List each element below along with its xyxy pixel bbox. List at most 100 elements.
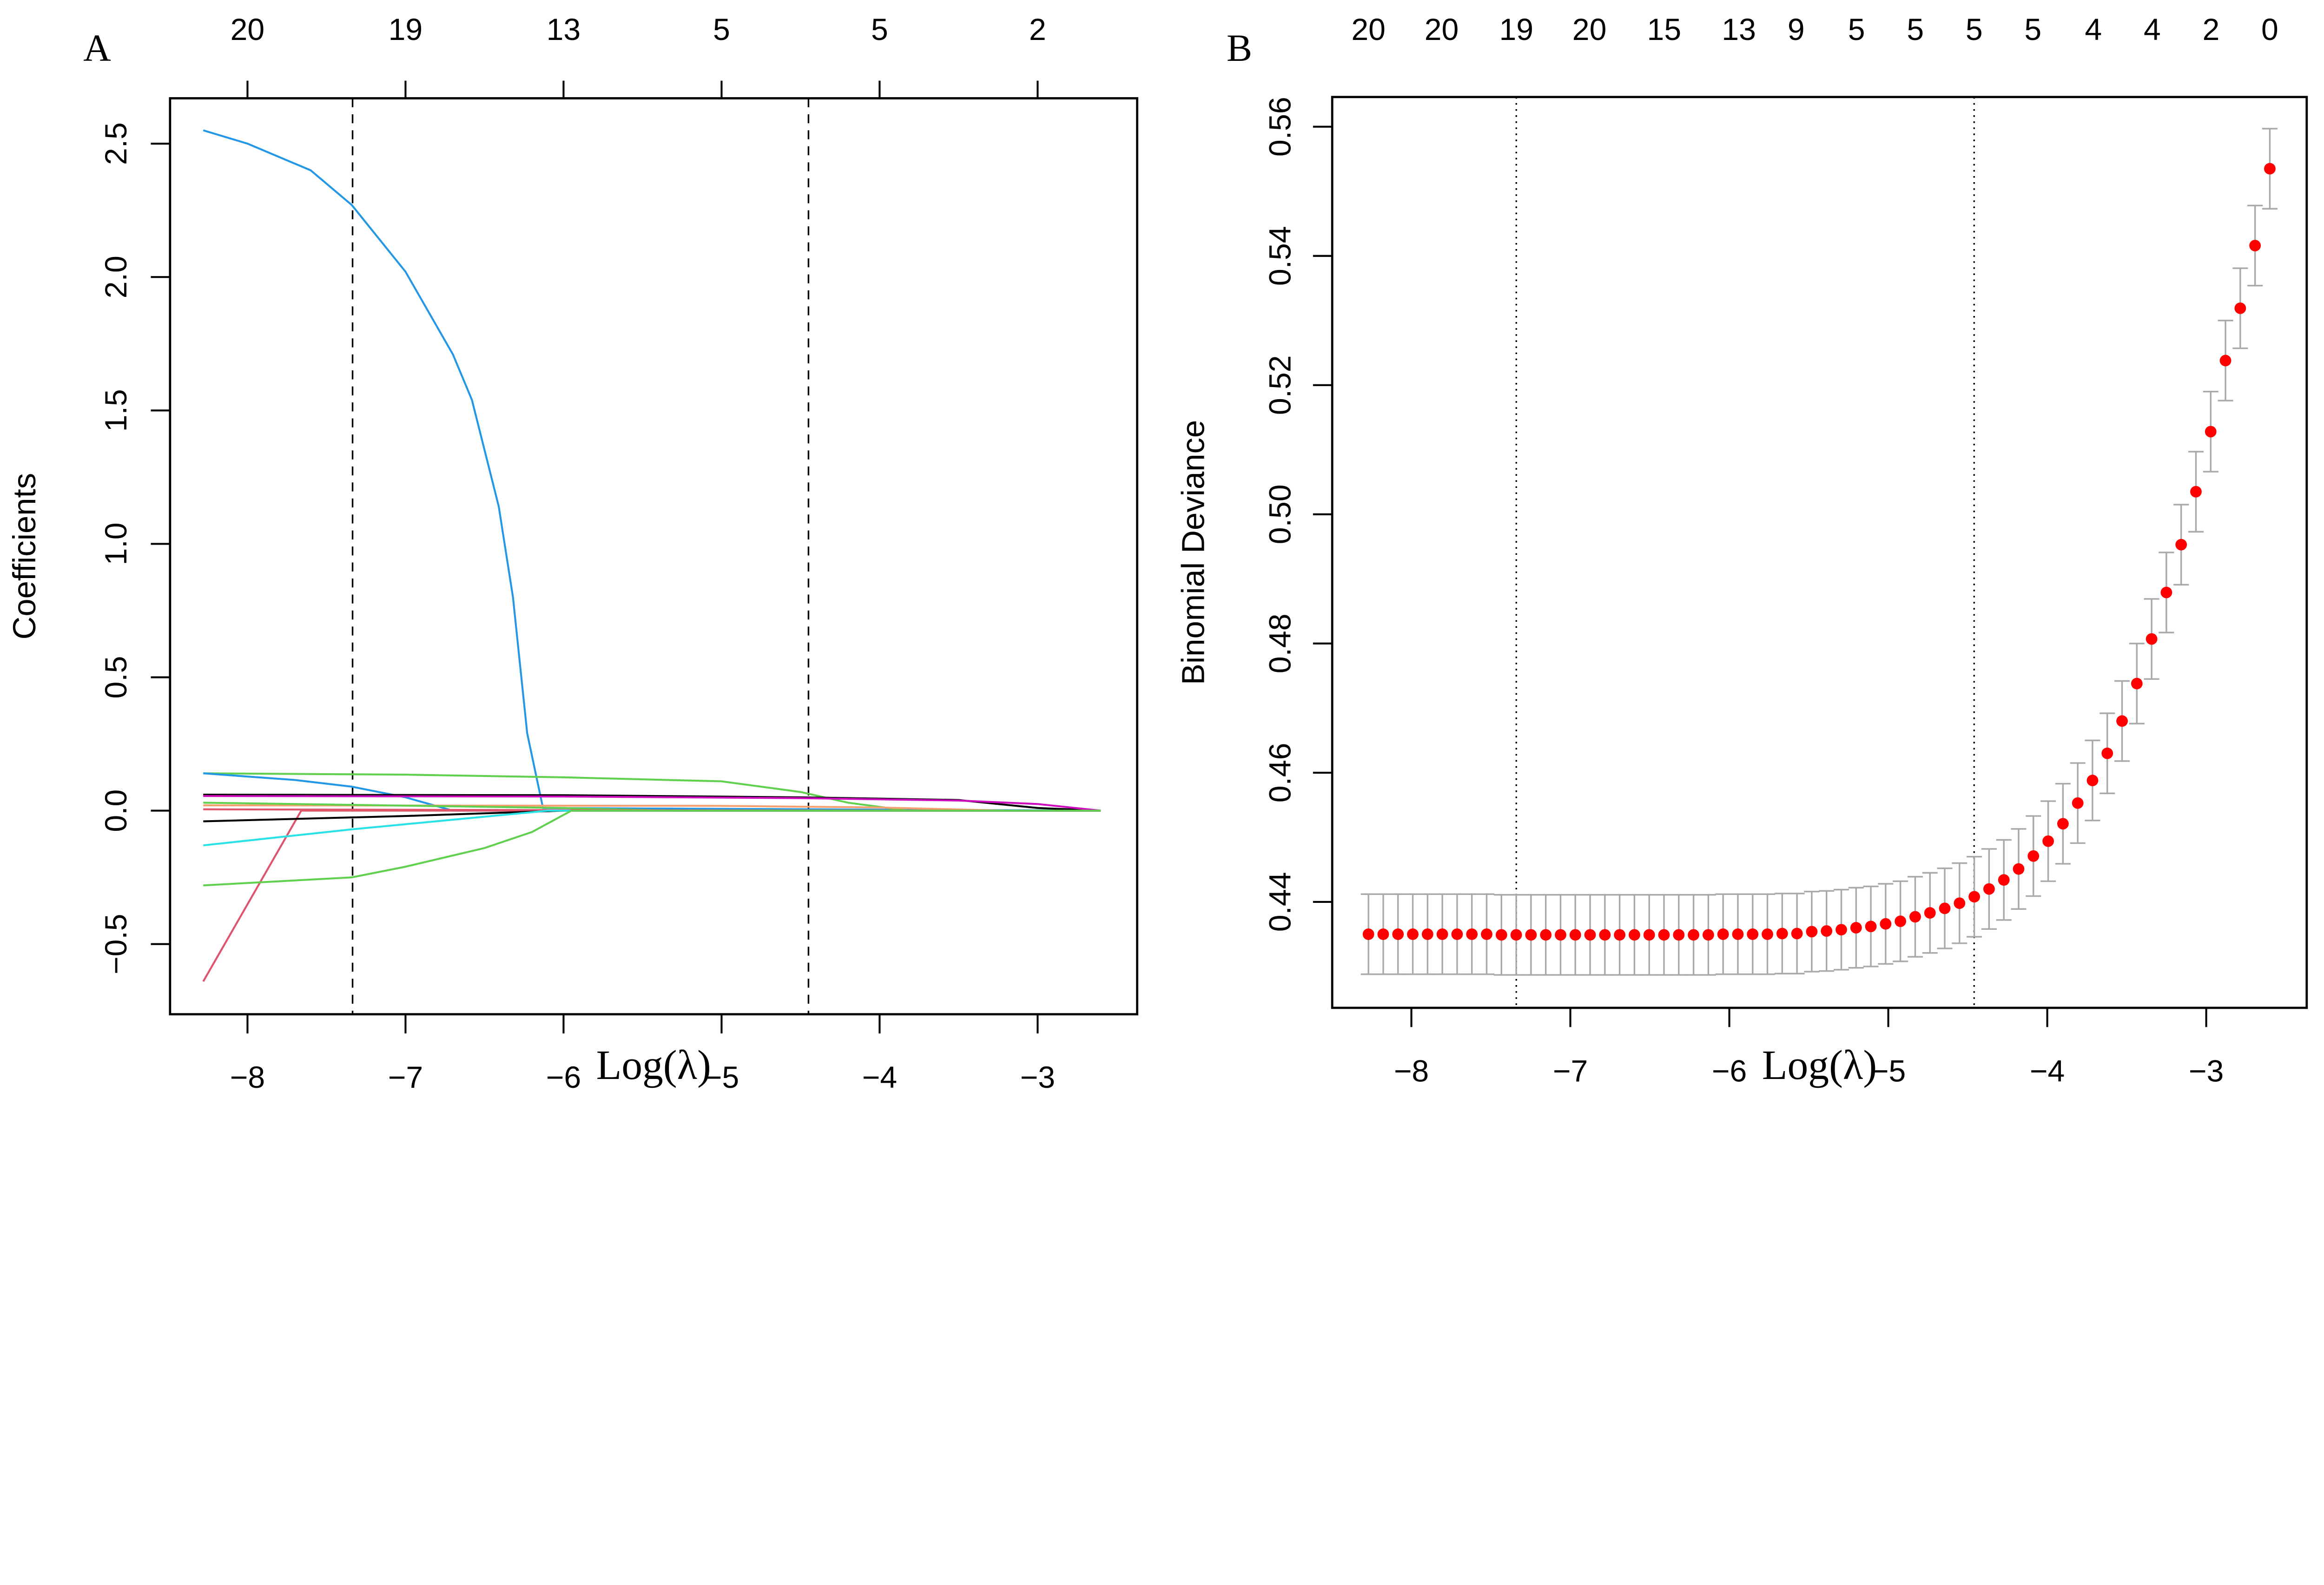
x-tick-label: −5 [704,1060,739,1092]
deviance-point [1717,928,1729,940]
deviance-point [1673,929,1685,941]
nonzero-count-label: 20 [1351,13,1386,47]
panel-A: A −8 −7 −6 −5 −4 −3 20 19 13 5 5 2 −0.5 0.0 0.5 1.0 1.5 2.… [7,13,1139,1092]
y-tick-label: 2.5 [99,122,133,165]
plot-frame [169,97,1139,1016]
deviance-point [1732,928,1744,940]
coefficient-path [203,795,1101,812]
deviance-point [2086,775,2099,786]
coefficient-path [202,809,1101,982]
nonzero-count-label: 13 [1722,13,1756,47]
deviance-point [2234,302,2246,314]
x-tick-label: −4 [862,1060,897,1092]
deviance-point [1377,928,1389,940]
nonzero-count-label: 19 [389,13,423,47]
lasso-figure: A−8 −7 −6 −5 −4 −320 19 13 5 5 2−0.50.00.51.01.52.… [7,13,2308,1092]
deviance-point [2264,163,2276,175]
deviance-point [1555,929,1566,941]
deviance-point [1569,929,1581,941]
nonzero-count-label: 19 [1499,13,1533,47]
nonzero-count-label: 2 [1029,13,1046,47]
x-tick-label: −8 [230,1060,265,1092]
deviance-point [1584,929,1596,941]
deviance-point [1392,928,1404,940]
deviance-point [1688,929,1699,941]
nonzero-count-label: 13 [547,13,581,47]
deviance-point [2042,835,2054,847]
nonzero-count-label: 20 [1572,13,1607,47]
deviance-point [2131,677,2143,690]
deviance-point [1643,929,1655,941]
deviance-point [1983,883,1995,895]
nonzero-count-label: 5 [1966,13,1983,47]
deviance-point [1776,927,1788,940]
x-tick-label: −8 [1394,1054,1429,1088]
deviance-point [1791,927,1803,940]
deviance-point [1909,911,1921,923]
deviance-point [2027,850,2040,862]
deviance-point [1806,926,1818,938]
coefficient-path [203,809,1101,822]
deviance-point [2160,586,2172,598]
nonzero-count-label: 5 [871,13,888,47]
deviance-point [1362,928,1374,940]
deviance-point [1880,918,1892,930]
deviance-point [1481,928,1492,940]
panel-letter: A [83,26,111,69]
nonzero-count-label: 20 [231,13,265,47]
deviance-point [1835,924,1847,936]
x-tick-label: −4 [2030,1054,2065,1088]
deviance-point [1895,915,1907,927]
deviance-point [1407,928,1419,940]
plot-frame [1331,96,2308,1009]
x-tick-label: −5 [1871,1054,1906,1088]
nonzero-count-label: 0 [2261,13,2278,47]
deviance-point [1954,897,1966,909]
deviance-point [1747,928,1759,940]
deviance-point [1599,929,1611,941]
deviance-point [2116,715,2128,727]
x-tick-label: −6 [546,1060,581,1092]
deviance-point [1924,907,1936,919]
deviance-point [2057,818,2069,830]
deviance-point [1421,928,1433,940]
deviance-point [1436,928,1448,940]
x-tick-label: −7 [1553,1054,1588,1088]
deviance-point [1702,929,1714,941]
deviance-point [1821,925,1833,937]
nonzero-count-label: 4 [2144,13,2161,47]
deviance-point [2101,747,2113,759]
y-tick-label: 0.44 [1263,872,1298,932]
nonzero-count-label: 5 [1848,13,1865,47]
x-tick-label: −3 [1020,1060,1055,1092]
y-tick-label: 0.5 [99,656,133,699]
nonzero-count-label: 9 [1788,13,1805,47]
nonzero-count-label: 15 [1647,13,1682,47]
y-tick-label: 1.0 [99,522,133,565]
deviance-point [1865,921,1877,933]
deviance-point [1629,929,1640,941]
deviance-point [1510,929,1522,941]
deviance-point [2013,863,2025,875]
x-tick-label: −7 [388,1060,423,1092]
y-tick-label: 0.50 [1263,484,1298,544]
deviance-point [1762,928,1773,940]
y-tick-label: −0.5 [99,914,133,974]
deviance-point [2205,426,2217,438]
x-axis-title: Log(λ) [596,1042,711,1088]
deviance-point [2175,539,2187,551]
deviance-point [2249,240,2261,251]
deviance-point [1495,929,1507,941]
coefficient-path [203,809,1101,847]
deviance-point [1968,891,1981,903]
y-tick-label: 2.0 [99,256,133,298]
nonzero-count-label: 5 [2024,13,2041,47]
x-tick-label: −6 [1712,1054,1747,1088]
y-tick-label: 0.56 [1263,97,1298,157]
deviance-point [1998,874,2010,886]
y-tick-label: 0.46 [1263,743,1298,803]
deviance-point [1939,902,1951,914]
coefficient-path [203,772,1101,812]
deviance-point [1658,929,1670,941]
x-tick-label: −3 [2189,1054,2224,1088]
